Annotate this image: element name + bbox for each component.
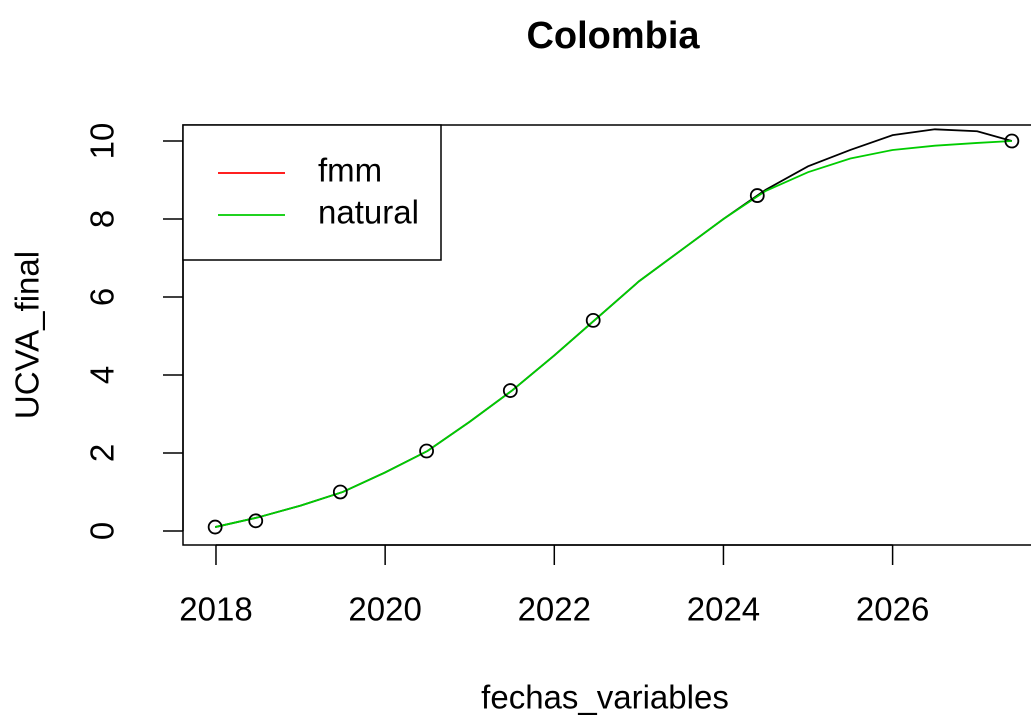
x-tick-label: 2024 xyxy=(687,591,760,628)
data-point xyxy=(248,513,264,529)
x-tick-label: 2026 xyxy=(856,591,929,628)
x-tick-label: 2022 xyxy=(518,591,591,628)
data-point xyxy=(207,519,223,535)
data-point xyxy=(1004,133,1020,149)
legend-box xyxy=(182,124,442,261)
data-point xyxy=(749,188,765,203)
chart-title: Colombia xyxy=(526,15,700,57)
legend-label: natural xyxy=(318,194,419,231)
legend-label: fmm xyxy=(318,152,382,189)
y-tick-label: 10 xyxy=(84,123,121,160)
x-tick-label: 2020 xyxy=(348,591,421,628)
y-axis-label: UCVA_final xyxy=(9,251,46,419)
y-tick-label: 2 xyxy=(84,444,121,462)
x-axis-label: fechas_variables xyxy=(481,679,729,716)
data-point xyxy=(419,443,434,459)
x-tick-label: 2018 xyxy=(179,591,252,628)
y-tick-label: 6 xyxy=(84,288,121,306)
y-tick-label: 8 xyxy=(84,210,121,228)
y-tick-label: 0 xyxy=(84,522,121,540)
data-point xyxy=(585,312,601,328)
curve xyxy=(214,140,1012,528)
data-point xyxy=(332,484,348,500)
y-tick-label: 4 xyxy=(84,366,121,384)
data-point xyxy=(502,383,518,398)
